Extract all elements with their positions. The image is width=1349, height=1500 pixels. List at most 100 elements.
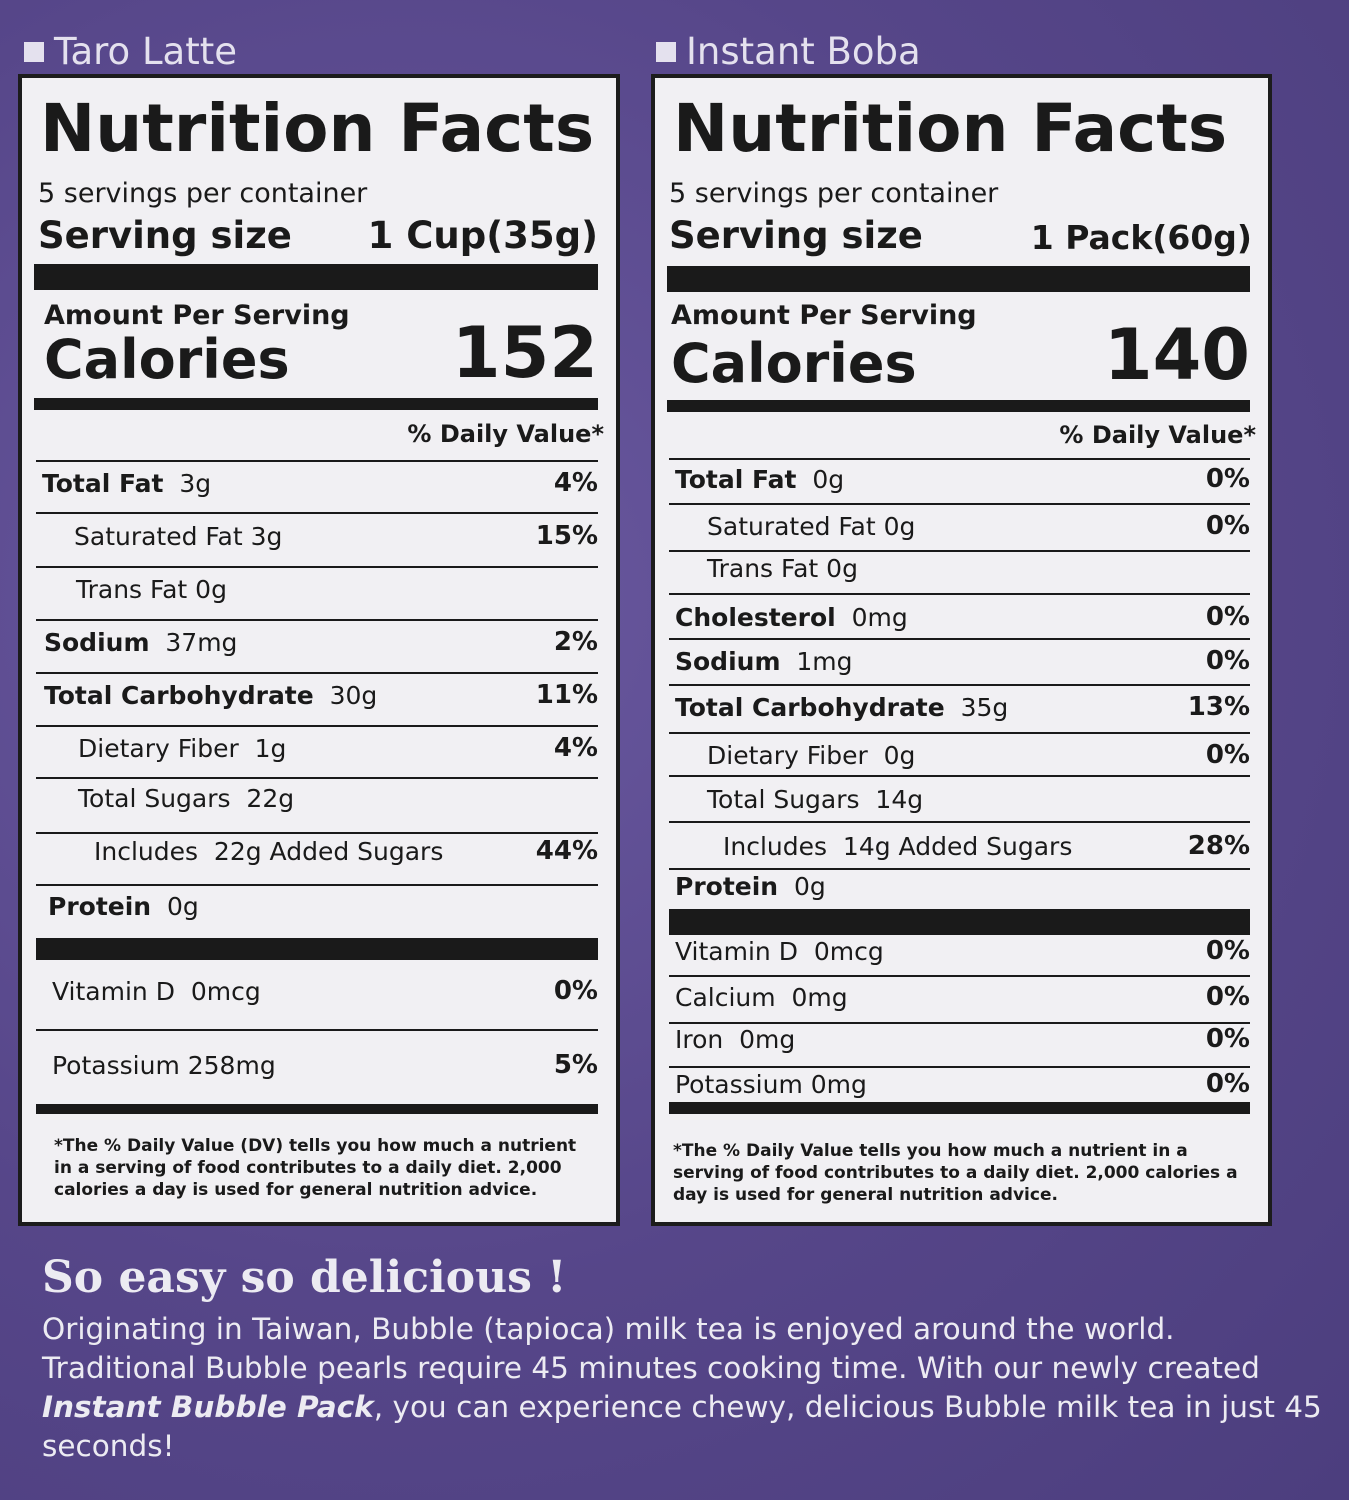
row-divider: [669, 1102, 1250, 1114]
nutrient-label: Saturated Fat 0g: [707, 511, 916, 541]
footnote: *The % Daily Value tells you how much a …: [673, 1141, 1238, 1205]
taro-latte-label: Taro Latte: [24, 30, 237, 73]
calories-value: 152: [451, 312, 598, 394]
nutrient-row: Potassium 258mg 5%: [52, 1050, 598, 1080]
amount-per-serving: Amount Per Serving: [671, 300, 977, 331]
row-divider: [36, 512, 598, 514]
daily-value-percent: 11%: [535, 680, 598, 710]
row-divider: [669, 593, 1250, 595]
daily-value-percent: 5%: [553, 1050, 598, 1080]
nutrient-name: Sodium: [44, 627, 150, 657]
medium-divider: [34, 398, 598, 410]
daily-value-percent: 0%: [1205, 602, 1250, 632]
nutrient-row: Protein 0g: [675, 872, 1250, 901]
nutrient-label: Vitamin D 0mcg: [675, 936, 884, 966]
nutrient-label: Total Fat 0g: [675, 465, 844, 494]
nutrient-name: Total Carbohydrate: [44, 680, 314, 710]
row-divider: [36, 832, 598, 834]
nutrient-row: Total Fat 0g 0%: [675, 464, 1250, 494]
daily-value-percent: 0%: [553, 976, 598, 1006]
daily-value-percent: 44%: [535, 836, 598, 866]
nutrient-row: Dietary Fiber 0g 0%: [707, 740, 1250, 770]
nutrient-row: Total Carbohydrate 35g 13%: [675, 692, 1250, 722]
row-divider: [669, 909, 1250, 935]
calories-label: Calories: [671, 332, 917, 395]
taro-latte-label-text: Taro Latte: [54, 30, 238, 73]
nutrient-label: Total Carbohydrate 35g: [675, 693, 1008, 722]
daily-value-header: % Daily Value*: [407, 420, 604, 448]
row-divider: [36, 1104, 598, 1114]
nutrient-amount: 0g: [151, 892, 199, 921]
row-divider: [669, 1066, 1250, 1068]
nutrition-facts-title: Nutrition Facts: [673, 90, 1228, 167]
description-paragraph: Originating in Taiwan, Bubble (tapioca) …: [42, 1310, 1332, 1466]
nutrient-name: Protein: [48, 892, 152, 921]
nutrient-amount: 35g: [944, 692, 1009, 722]
nutrient-label: Total Fat 3g: [42, 469, 211, 498]
row-divider: [36, 619, 598, 621]
nutrient-amount: 37mg: [149, 627, 238, 657]
nutrient-label: Trans Fat 0g: [707, 554, 858, 583]
nutrient-label: Sodium 37mg: [44, 628, 237, 657]
nutrient-row: Calcium 0mg 0%: [675, 982, 1250, 1012]
row-divider: [669, 550, 1250, 552]
daily-value-percent: 4%: [553, 468, 598, 498]
boba-nutrition-panel: Nutrition Facts 5 servings per container…: [651, 74, 1272, 1226]
row-divider: [36, 884, 598, 886]
nutrient-amount: 0g: [778, 872, 826, 901]
serving-size-label: Serving size: [669, 214, 923, 257]
daily-value-percent: 13%: [1187, 692, 1250, 722]
row-divider: [36, 460, 598, 462]
row-divider: [669, 775, 1250, 777]
nutrient-label: Potassium 0mg: [675, 1069, 867, 1099]
daily-value-percent: 0%: [1205, 936, 1250, 966]
nutrient-row: Potassium 0mg 0%: [675, 1069, 1250, 1099]
square-bullet-icon: [24, 41, 44, 62]
nutrient-amount: 3g: [163, 468, 212, 498]
row-divider: [669, 458, 1250, 460]
nutrient-label: Dietary Fiber 0g: [707, 740, 916, 770]
nutrient-row: Total Carbohydrate 30g 11%: [44, 680, 598, 710]
description-part2: , you can experience chewy, delicious Bu…: [42, 1390, 1322, 1463]
nutrient-row: Iron 0mg 0%: [675, 1024, 1250, 1054]
nutrient-row: Includes 14g Added Sugars 28%: [723, 831, 1250, 861]
nutrient-label: Includes 22g Added Sugars: [94, 836, 444, 866]
daily-value-percent: 15%: [535, 521, 598, 551]
nutrient-row: Total Sugars 14g: [707, 785, 1250, 814]
nutrient-label: Potassium 258mg: [52, 1050, 276, 1080]
nutrient-row: Vitamin D 0mcg 0%: [675, 936, 1250, 966]
nutrient-amount: 0g: [796, 464, 845, 494]
nutrient-row: Total Sugars 22g: [78, 784, 598, 813]
nutrient-label: Saturated Fat 3g: [74, 521, 283, 551]
nutrient-amount: 30g: [313, 680, 378, 710]
daily-value-percent: 28%: [1187, 831, 1250, 861]
nutrient-label: Sodium 1mg: [675, 647, 853, 676]
nutrient-row: Trans Fat 0g: [707, 554, 1250, 583]
daily-value-percent: 4%: [553, 733, 598, 763]
row-divider: [669, 975, 1250, 977]
daily-value-percent: 0%: [1205, 511, 1250, 541]
nutrient-label: Includes 14g Added Sugars: [723, 831, 1073, 861]
nutrient-name: Total Carbohydrate: [675, 692, 945, 722]
amount-per-serving: Amount Per Serving: [44, 300, 350, 331]
nutrition-facts-title: Nutrition Facts: [40, 90, 595, 167]
nutrient-row: Protein 0g: [48, 892, 598, 921]
servings-per-container: 5 servings per container: [669, 178, 999, 209]
nutrient-row: Includes 22g Added Sugars 44%: [94, 836, 598, 866]
row-divider: [669, 638, 1250, 640]
nutrient-label: Protein 0g: [48, 892, 199, 921]
taro-nutrition-panel: Nutrition Facts 5 servings per container…: [18, 74, 620, 1226]
medium-divider: [667, 400, 1250, 412]
daily-value-percent: 0%: [1205, 464, 1250, 494]
row-divider: [36, 566, 598, 568]
nutrient-name: Sodium: [675, 646, 781, 676]
nutrient-row: Saturated Fat 3g 15%: [74, 521, 598, 551]
nutrient-name: Total Fat: [675, 464, 797, 494]
daily-value-percent: 0%: [1205, 1069, 1250, 1099]
nutrient-row: Sodium 37mg 2%: [44, 627, 598, 657]
daily-value-header: % Daily Value*: [1059, 421, 1256, 449]
instant-boba-label: Instant Boba: [656, 30, 921, 73]
nutrient-name: Cholesterol: [675, 602, 836, 632]
nutrient-label: Total Sugars 22g: [78, 784, 295, 813]
serving-size-value: 1 Pack(60g): [1030, 218, 1252, 257]
